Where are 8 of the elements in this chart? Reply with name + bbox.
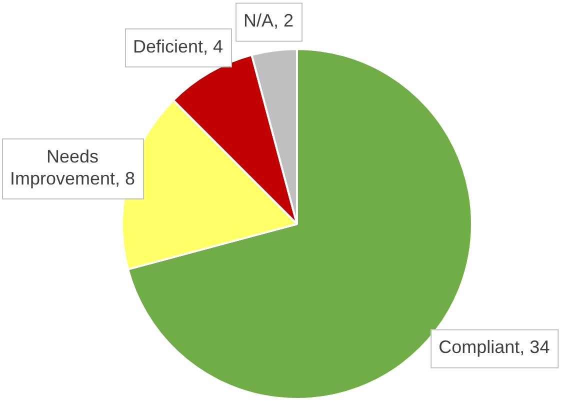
slice-label: N/A	[244, 10, 274, 31]
slice-label: Deficient	[132, 36, 203, 56]
slice-label: Needs Improvement	[10, 146, 116, 188]
data-label: , 2	[274, 10, 294, 31]
data-label: , 34	[520, 337, 550, 358]
data-label: , 8	[115, 168, 136, 188]
data-label: , 4	[203, 36, 224, 56]
slice-label: Compliant	[438, 337, 520, 358]
